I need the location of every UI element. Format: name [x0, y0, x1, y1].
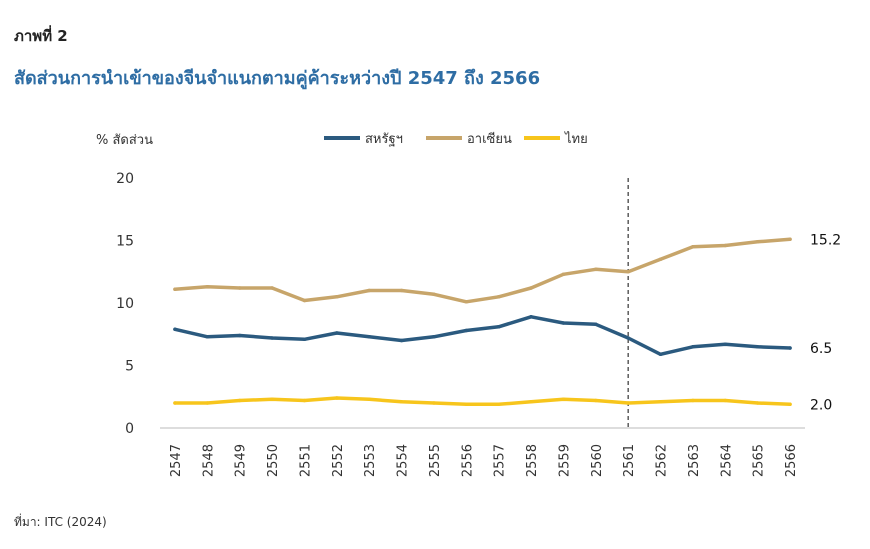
data-point-asean	[399, 288, 404, 293]
data-point-asean	[302, 298, 307, 303]
data-point-asean	[237, 286, 242, 290]
series-line-asean	[173, 237, 792, 304]
legend-label-usa: สหรัฐฯ	[365, 132, 403, 147]
data-point-thai	[691, 398, 695, 403]
data-point-asean	[755, 239, 760, 244]
data-point-asean	[529, 286, 533, 290]
data-point-usa	[464, 328, 469, 333]
x-tick-label: 2556	[460, 444, 475, 477]
data-point-usa	[270, 336, 274, 340]
data-point-usa	[561, 321, 566, 325]
series-line-usa	[173, 315, 792, 357]
x-tick-label: 2558	[525, 444, 540, 477]
data-point-asean	[561, 272, 566, 277]
x-tick-label: 2560	[590, 444, 605, 477]
x-tick-label: 2547	[169, 444, 184, 477]
data-point-thai	[270, 397, 274, 402]
data-point-thai	[561, 397, 566, 402]
data-point-asean	[270, 286, 274, 290]
end-label-usa: 6.5	[810, 341, 832, 357]
y-tick-label: 10	[116, 296, 134, 312]
data-point-usa	[302, 337, 307, 342]
chart-title: สัดส่วนการนำเข้าของจีนจำแนกตามคู่ค้าระหว…	[14, 68, 541, 89]
data-point-asean	[658, 257, 663, 262]
x-tick-label: 2561	[622, 444, 637, 477]
data-point-usa	[626, 336, 630, 340]
x-tick-label: 2554	[396, 444, 411, 477]
data-point-asean	[788, 237, 792, 242]
x-tick-label: 2559	[557, 444, 572, 477]
data-point-thai	[335, 396, 339, 400]
data-point-thai	[496, 402, 501, 407]
data-point-thai	[723, 398, 728, 403]
x-tick-label: 2549	[234, 444, 249, 477]
data-point-thai	[432, 401, 436, 405]
data-point-usa	[593, 322, 598, 327]
y-tick-label: 5	[125, 359, 134, 375]
x-tick-label: 2555	[428, 444, 443, 477]
data-point-usa	[755, 344, 760, 349]
x-tick-label: 2552	[331, 444, 346, 477]
data-point-thai	[464, 402, 469, 407]
x-tick-label: 2564	[719, 444, 734, 477]
x-tick-label: 2563	[687, 444, 702, 477]
data-point-asean	[723, 243, 728, 248]
data-point-thai	[302, 398, 307, 403]
x-tick-label: 2548	[201, 444, 216, 477]
x-tick-label: 2553	[363, 444, 378, 477]
x-tick-label: 2562	[655, 444, 670, 477]
data-point-thai	[205, 401, 210, 405]
data-point-usa	[788, 346, 792, 350]
y-tick-label: 20	[116, 171, 134, 187]
data-point-asean	[432, 292, 436, 297]
data-point-thai	[788, 402, 792, 407]
x-tick-label: 2566	[784, 444, 799, 477]
x-tick-label: 2565	[752, 444, 767, 477]
data-point-thai	[367, 397, 372, 402]
data-point-usa	[399, 338, 404, 343]
data-point-thai	[658, 399, 663, 404]
data-point-thai	[399, 399, 404, 404]
data-point-thai	[626, 401, 630, 405]
legend-label-asean: อาเซียน	[467, 131, 512, 147]
legend-label-thai: ไทย	[564, 131, 588, 147]
figure-label: ภาพที่ 2	[14, 27, 68, 45]
data-point-asean	[691, 244, 695, 249]
x-tick-label: 2557	[493, 444, 508, 477]
data-point-usa	[658, 352, 663, 357]
data-point-asean	[593, 267, 598, 272]
end-label-thai: 2.0	[810, 397, 832, 413]
data-point-usa	[691, 344, 695, 349]
y-tick-label: 0	[125, 421, 134, 437]
data-point-usa	[367, 334, 372, 339]
y-axis-label: % สัดส่วน	[96, 133, 153, 148]
data-point-usa	[432, 334, 436, 339]
data-point-asean	[173, 287, 177, 292]
data-point-thai	[593, 398, 598, 403]
series-line-thai	[173, 396, 792, 407]
data-point-asean	[205, 284, 210, 289]
source-note: ที่มา: ITC (2024)	[14, 515, 107, 529]
data-point-asean	[335, 294, 339, 299]
data-point-usa	[205, 334, 210, 339]
data-point-thai	[237, 398, 242, 403]
x-tick-label: 2551	[298, 444, 313, 477]
x-tick-label: 2550	[266, 444, 281, 477]
data-point-usa	[496, 324, 501, 329]
data-point-usa	[335, 331, 339, 335]
data-point-asean	[496, 294, 501, 299]
data-point-thai	[173, 401, 177, 405]
data-point-thai	[529, 399, 533, 404]
data-point-thai	[755, 401, 760, 405]
data-point-usa	[529, 314, 533, 319]
end-label-asean: 15.2	[810, 232, 841, 248]
data-point-asean	[464, 299, 469, 304]
data-point-usa	[723, 342, 728, 347]
y-tick-label: 15	[116, 234, 134, 250]
data-point-asean	[367, 288, 372, 293]
data-point-usa	[237, 333, 242, 338]
data-point-asean	[626, 269, 630, 274]
data-point-usa	[173, 327, 177, 332]
